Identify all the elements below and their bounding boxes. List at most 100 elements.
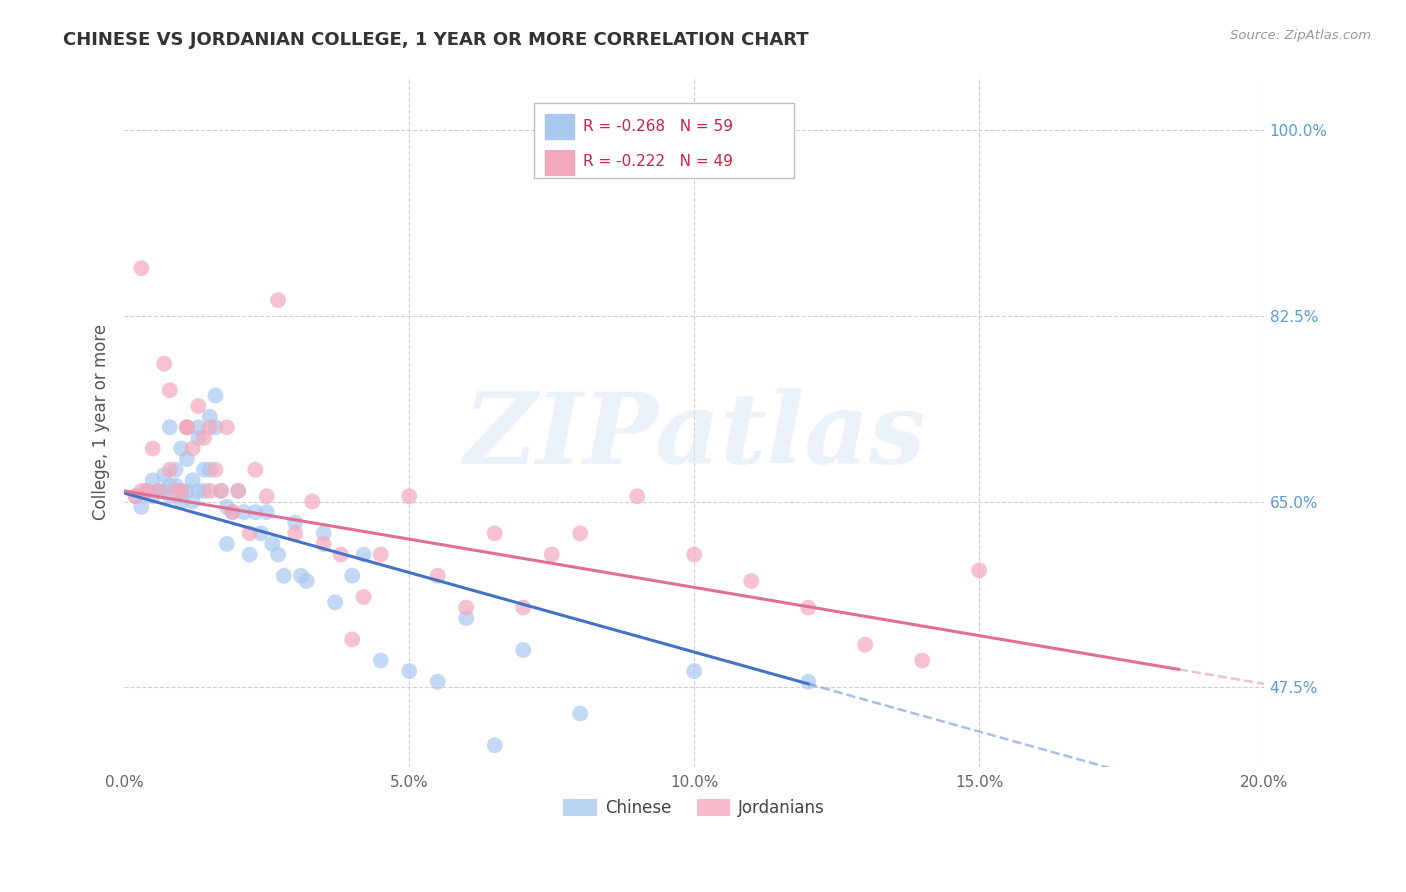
Point [267,548,290,562]
Point [176,452,198,467]
Point [569,526,592,541]
Point [159,383,181,397]
Text: R = -0.268   N = 59: R = -0.268 N = 59 [583,119,734,134]
Point [215,537,238,551]
Point [198,463,221,477]
Point [176,420,198,434]
Point [159,489,181,503]
Point [226,483,249,498]
Point [170,494,193,508]
Point [284,516,307,530]
Point [170,442,193,456]
Point [221,505,243,519]
Point [456,611,478,625]
Point [626,489,648,503]
Point [176,483,198,498]
Point [159,478,181,492]
Point [245,505,267,519]
Point [273,568,295,582]
Point [204,420,226,434]
Point [165,483,187,498]
Text: ZIPatlas: ZIPatlas [463,387,925,484]
Point [911,654,934,668]
Point [290,568,312,582]
Point [398,489,420,503]
Point [484,526,506,541]
Y-axis label: College, 1 year or more: College, 1 year or more [93,324,110,520]
Point [181,494,204,508]
Legend: Chinese, Jordanians: Chinese, Jordanians [557,792,831,823]
Point [187,431,209,445]
Point [193,483,215,498]
Point [131,500,153,514]
Point [142,489,165,503]
Point [353,590,375,604]
Point [683,664,706,678]
Point [256,505,278,519]
Point [176,420,198,434]
Point [797,600,820,615]
Point [683,548,706,562]
Point [569,706,592,721]
Point [209,483,232,498]
Point [370,654,392,668]
Point [198,409,221,424]
Point [295,574,318,588]
Point [262,537,284,551]
Point [142,473,165,487]
Point [284,526,307,541]
Text: R = -0.222   N = 49: R = -0.222 N = 49 [583,154,734,169]
Point [142,442,165,456]
Point [204,463,226,477]
Point [187,483,209,498]
Point [267,293,290,307]
Point [187,399,209,413]
Point [329,548,352,562]
Point [193,463,215,477]
Point [323,595,346,609]
Point [198,420,221,434]
Point [512,600,534,615]
Point [797,674,820,689]
Point [181,473,204,487]
Point [256,489,278,503]
Point [342,568,364,582]
Text: Source: ZipAtlas.com: Source: ZipAtlas.com [1230,29,1371,42]
Point [245,463,267,477]
Point [153,483,176,498]
Point [398,664,420,678]
Point [136,483,159,498]
Point [153,357,176,371]
Point [176,420,198,434]
Point [124,489,146,503]
Point [239,548,262,562]
Point [165,478,187,492]
Point [215,420,238,434]
Point [353,548,375,562]
Point [209,483,232,498]
Point [301,494,323,508]
Point [181,442,204,456]
Point [426,674,449,689]
Point [226,483,249,498]
Point [232,505,254,519]
Point [1167,813,1189,827]
Point [165,463,187,477]
Point [221,505,243,519]
Point [124,489,146,503]
Point [204,388,226,402]
Point [131,261,153,276]
Point [250,526,273,541]
Point [239,526,262,541]
Point [312,526,335,541]
Point [148,483,170,498]
Point [456,600,478,615]
Point [512,643,534,657]
Point [131,483,153,498]
Point [370,548,392,562]
Point [198,483,221,498]
Point [426,568,449,582]
Point [136,483,159,498]
Point [153,468,176,483]
Point [170,483,193,498]
